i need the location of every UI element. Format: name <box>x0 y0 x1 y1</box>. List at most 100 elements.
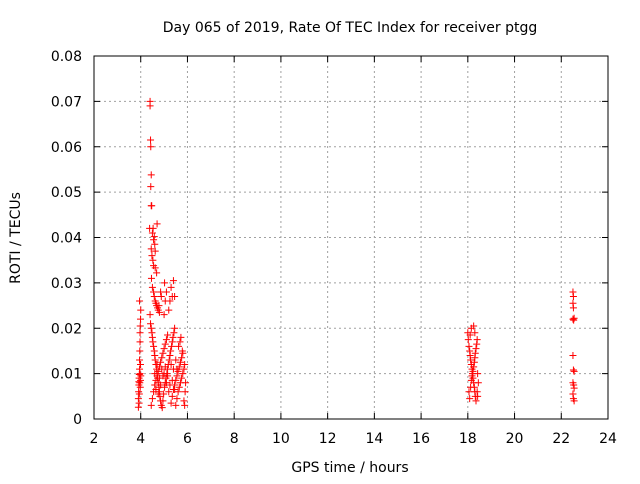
data-point <box>147 245 155 253</box>
data-point <box>151 264 159 272</box>
data-point <box>164 331 172 339</box>
data-point <box>175 342 183 350</box>
data-point <box>147 171 155 179</box>
data-point <box>466 331 474 339</box>
data-point <box>164 372 172 380</box>
data-point <box>168 342 176 350</box>
data-point <box>166 351 174 359</box>
data-point <box>160 311 168 319</box>
data-point <box>146 102 154 110</box>
y-tick-label: 0.07 <box>51 94 82 110</box>
data-point <box>176 338 184 346</box>
data-point <box>157 381 165 389</box>
data-point <box>474 379 482 387</box>
x-tick-label: 6 <box>183 431 192 447</box>
x-tick-label: 10 <box>272 431 290 447</box>
data-point <box>162 336 170 344</box>
data-point <box>152 386 160 394</box>
data-point <box>157 292 165 300</box>
data-point <box>149 338 157 346</box>
data-point <box>161 279 169 287</box>
data-point <box>465 388 473 396</box>
data-point <box>158 354 166 362</box>
data-point <box>473 336 481 344</box>
y-tick-label: 0 <box>73 412 82 428</box>
data-point <box>170 329 178 337</box>
x-tick-label: 12 <box>319 431 337 447</box>
data-point <box>159 397 167 405</box>
data-point <box>149 256 157 264</box>
data-point <box>136 383 144 391</box>
data-point <box>569 304 577 312</box>
data-point <box>153 361 161 369</box>
data-point <box>136 370 144 378</box>
data-point <box>166 381 174 389</box>
data-point <box>151 247 159 255</box>
chart-title: Day 065 of 2019, Rate Of TEC Index for r… <box>163 20 538 36</box>
data-point <box>176 358 184 366</box>
data-point <box>182 379 190 387</box>
data-point <box>136 329 144 337</box>
data-point <box>167 361 175 369</box>
data-point <box>161 383 169 391</box>
data-point <box>169 277 177 285</box>
data-point <box>179 370 187 378</box>
x-tick-label: 24 <box>599 431 617 447</box>
data-point <box>173 365 181 373</box>
data-point <box>178 374 186 382</box>
data-point <box>154 367 162 375</box>
data-point <box>471 349 479 357</box>
x-axis-label: GPS time / hours <box>291 460 408 476</box>
data-point <box>474 370 482 378</box>
data-point <box>178 354 186 362</box>
data-point <box>136 361 144 369</box>
data-point <box>135 390 143 398</box>
data-point <box>175 383 183 391</box>
data-point <box>158 365 166 373</box>
y-tick-label: 0.04 <box>51 231 82 247</box>
x-tick-label: 2 <box>90 431 99 447</box>
data-point <box>136 315 144 323</box>
data-point <box>147 324 155 332</box>
data-point <box>137 306 145 314</box>
data-point <box>173 395 181 403</box>
data-points <box>134 97 578 412</box>
data-point <box>168 376 176 384</box>
data-point <box>177 333 185 341</box>
data-point <box>147 401 155 409</box>
data-point <box>570 384 578 392</box>
data-point <box>161 363 169 371</box>
data-point <box>472 397 480 405</box>
y-axis-label: ROTI / TECUs <box>8 192 24 284</box>
data-point <box>466 395 474 403</box>
data-point <box>136 347 144 355</box>
data-point <box>147 320 155 328</box>
data-point <box>168 392 176 400</box>
data-point <box>154 390 162 398</box>
data-point <box>171 324 179 332</box>
data-point <box>151 381 159 389</box>
data-point <box>151 356 159 364</box>
data-point <box>471 329 479 337</box>
data-point <box>173 372 181 380</box>
data-point <box>181 401 189 409</box>
data-point <box>147 136 155 144</box>
data-point <box>160 345 168 353</box>
data-point <box>465 342 473 350</box>
data-point <box>470 322 478 330</box>
data-point <box>469 367 477 375</box>
data-point <box>150 288 158 296</box>
data-point <box>180 397 188 405</box>
data-point <box>167 283 175 291</box>
x-tick-label: 20 <box>506 431 524 447</box>
data-point <box>467 356 475 364</box>
data-point <box>158 404 166 412</box>
x-tick-label: 8 <box>230 431 239 447</box>
y-tick-label: 0.02 <box>51 321 82 337</box>
data-point <box>181 361 189 369</box>
data-point <box>147 183 155 191</box>
data-point <box>570 314 578 322</box>
data-point <box>167 399 175 407</box>
data-point <box>168 338 176 346</box>
